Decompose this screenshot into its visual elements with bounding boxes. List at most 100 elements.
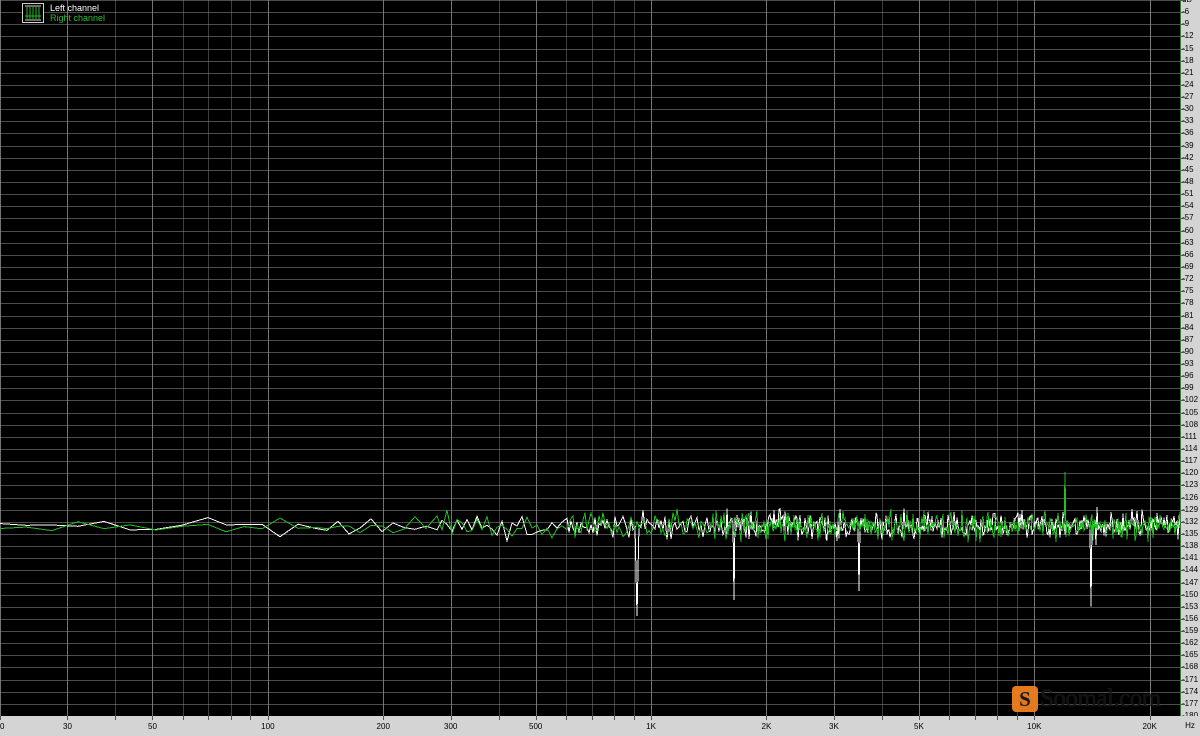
y-axis-tick-label: -24 [1182, 79, 1194, 89]
legend[interactable]: Left channel Right channel [22, 3, 107, 23]
y-axis-tick-mark [1181, 97, 1185, 98]
y-axis-tick-label: -54 [1182, 201, 1194, 211]
y-axis-tick-label: -165 [1182, 650, 1199, 660]
y-axis-tick-label: -126 [1182, 492, 1199, 502]
y-axis-tick-label: -114 [1182, 444, 1198, 454]
x-axis-tick-mark [1150, 716, 1151, 720]
grid-layer [0, 0, 1180, 716]
y-axis-tick-mark [1181, 595, 1185, 596]
y-axis-tick-label: -90 [1182, 346, 1194, 356]
y-axis-tick-mark [1181, 109, 1185, 110]
y-axis-tick-label: -117 [1182, 456, 1198, 466]
x-axis-tick-label: 20 [0, 722, 5, 731]
x-axis-tick-mark [651, 716, 652, 720]
y-axis-tick-label: -51 [1182, 189, 1194, 199]
y-axis-tick-label: -111 [1182, 431, 1197, 441]
y-axis-tick-mark [1181, 328, 1185, 329]
y-axis-tick-mark [1181, 218, 1185, 219]
y-axis-tick-mark [1181, 667, 1185, 668]
y-axis-tick-label: -60 [1182, 225, 1194, 235]
y-axis-tick-mark [1181, 243, 1185, 244]
y-axis-tick-label: -72 [1182, 274, 1194, 284]
y-axis-tick-label: -33 [1182, 116, 1194, 126]
y-axis-tick-label: -93 [1182, 359, 1194, 369]
y-axis-tick-label: -66 [1182, 249, 1194, 259]
x-axis-tick-mark [592, 716, 593, 720]
y-axis-tick-label: -108 [1182, 419, 1199, 429]
y-axis-tick-label: -102 [1182, 395, 1199, 405]
y-axis-tick-label: -162 [1182, 638, 1199, 648]
legend-right-channel: Right channel [50, 13, 106, 23]
y-axis-tick-mark [1181, 619, 1185, 620]
y-axis-tick-label: -15 [1182, 43, 1194, 53]
y-axis-tick-mark [1181, 255, 1185, 256]
trace-left-channel [0, 507, 1180, 616]
y-axis-tick-mark [1181, 206, 1185, 207]
y-axis-tick-label: -147 [1182, 577, 1199, 587]
y-axis-tick-mark [1181, 24, 1185, 25]
y-axis-tick-mark [1181, 231, 1185, 232]
y-axis-tick-label: -36 [1182, 128, 1194, 138]
y-axis-tick-label: -159 [1182, 626, 1199, 636]
x-axis-tick-mark [536, 716, 537, 720]
y-axis-tick-mark [1181, 364, 1185, 365]
y-axis-tick-label: -81 [1182, 310, 1194, 320]
y-axis-tick-label: -177 [1182, 698, 1199, 708]
y-axis-tick-mark [1181, 413, 1185, 414]
y-axis-tick-mark [1181, 388, 1185, 389]
y-axis-tick-label: -78 [1182, 298, 1194, 308]
y-axis-tick-mark [1181, 498, 1185, 499]
y-axis: dB -6 -9 -12 -15 -18 -21 -24 -27 -30 -33 -36 -39 -42 -… [1180, 0, 1200, 720]
y-axis-tick-label: -135 [1182, 528, 1199, 538]
y-axis-tick-label: -75 [1182, 286, 1194, 296]
plot-area[interactable] [0, 0, 1180, 716]
x-axis-unit: Hz [1180, 716, 1200, 736]
x-axis-tick-label: 20K [1142, 722, 1157, 731]
x-axis-tick-mark [250, 716, 251, 720]
x-axis-tick-mark [919, 716, 920, 720]
x-axis-tick-label: 300 [444, 722, 458, 731]
y-axis-tick-mark [1181, 303, 1185, 304]
y-axis-tick-label: -144 [1182, 565, 1199, 575]
y-axis-tick-mark [1181, 182, 1185, 183]
y-axis-tick-label: -129 [1182, 504, 1199, 514]
y-axis-tick-mark [1181, 267, 1185, 268]
y-axis-tick-mark [1181, 437, 1185, 438]
y-axis-tick-label: -84 [1182, 322, 1194, 332]
y-axis-tick-label: -99 [1182, 383, 1194, 393]
y-axis-tick-label: -174 [1182, 686, 1199, 696]
y-axis-tick-mark [1181, 340, 1185, 341]
y-axis-tick-mark [1181, 36, 1185, 37]
x-axis-tick-mark [1017, 716, 1018, 720]
y-axis-tick-label: -123 [1182, 480, 1199, 490]
y-axis-tick-mark [1181, 534, 1185, 535]
y-axis-tick-label: -96 [1182, 371, 1194, 381]
x-axis-tick-mark [268, 716, 269, 720]
y-axis-tick-mark [1181, 522, 1185, 523]
x-axis: 20 30 50 100 200 300 500 1K 2K 3K 5K 10K 20K [0, 716, 1181, 736]
x-axis-tick-mark [997, 716, 998, 720]
x-axis-tick-mark [634, 716, 635, 720]
y-axis-tick-label: -42 [1182, 152, 1194, 162]
y-axis-tick-label: -168 [1182, 662, 1199, 672]
x-axis-tick-mark [566, 716, 567, 720]
y-axis-tick-mark [1181, 425, 1185, 426]
x-axis-tick-label: 200 [376, 722, 390, 731]
y-axis-tick-mark [1181, 583, 1185, 584]
y-axis-tick-mark [1181, 704, 1185, 705]
y-axis-tick-mark [1181, 158, 1185, 159]
y-axis-tick-label: -48 [1182, 177, 1194, 187]
x-axis-tick-mark [67, 716, 68, 720]
y-axis-tick-mark [1181, 133, 1185, 134]
x-axis-tick-label: 100 [261, 722, 275, 731]
x-axis-tick-mark [766, 716, 767, 720]
x-axis-tick-mark [0, 716, 1, 720]
y-axis-tick-mark [1181, 85, 1185, 86]
y-axis-tick-mark [1181, 546, 1185, 547]
y-axis-tick-mark [1181, 473, 1185, 474]
y-axis-tick-label: -57 [1182, 213, 1194, 223]
y-axis-tick-mark [1181, 643, 1185, 644]
y-axis-tick-mark [1181, 461, 1185, 462]
y-axis-tick-label: -105 [1182, 407, 1199, 417]
